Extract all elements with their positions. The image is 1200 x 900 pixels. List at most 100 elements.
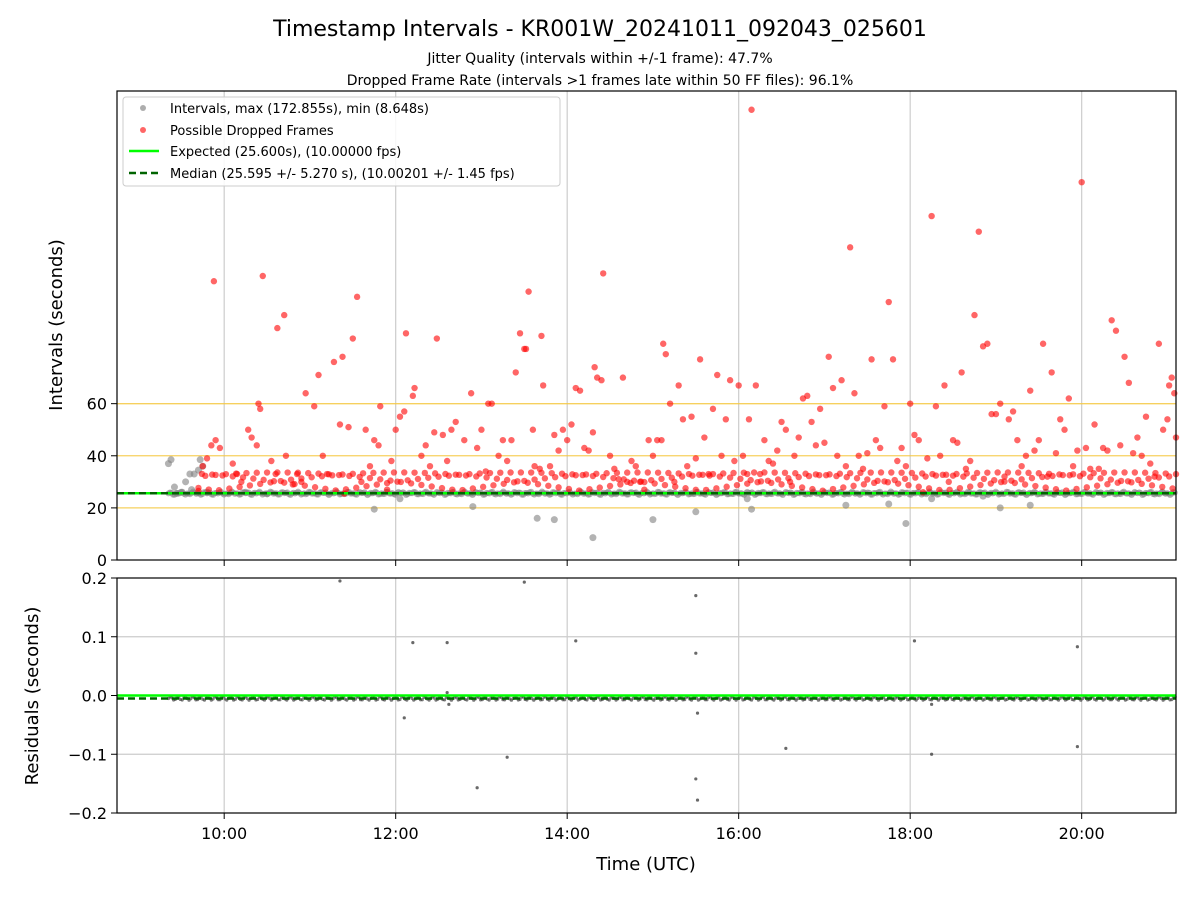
dropped-frame-point — [596, 484, 603, 491]
dropped-frame-point — [358, 478, 365, 486]
dropped-frame-point — [853, 475, 861, 482]
dropped-frame-point — [349, 470, 357, 478]
dropped-frame-point — [864, 449, 871, 457]
interval-point — [589, 534, 597, 542]
dropped-frame-point — [483, 474, 490, 481]
dropped-frame-point — [838, 377, 845, 384]
dropped-frame-point — [476, 470, 483, 477]
dropped-frame-point — [791, 452, 798, 459]
dropped-frame-point — [885, 298, 892, 306]
dropped-frame-point — [846, 244, 854, 251]
dropped-frame-point — [293, 470, 301, 478]
residual-point — [574, 639, 578, 643]
residual-point — [695, 798, 700, 802]
dropped-frame-point — [666, 400, 674, 407]
dropped-frame-point — [375, 442, 382, 449]
dropped-frame-point — [244, 426, 252, 433]
dropped-frame-point — [954, 439, 961, 446]
dropped-frame-point — [624, 469, 631, 476]
dropped-frame-point — [928, 212, 935, 220]
dropped-frame-point — [311, 403, 318, 410]
dropped-frame-point — [497, 469, 504, 476]
dropped-frame-point — [888, 469, 895, 476]
dropped-frame-point — [243, 469, 250, 477]
dropped-frame-point — [1065, 395, 1073, 402]
dropped-frame-point — [747, 476, 754, 484]
dropped-frame-point — [771, 469, 778, 476]
dropped-frame-point — [339, 471, 346, 478]
dropped-frame-point — [630, 477, 638, 484]
dropped-frame-point — [1131, 469, 1139, 476]
dropped-frame-point — [589, 429, 597, 436]
dropped-frame-point — [684, 463, 691, 470]
dropped-frame-point — [654, 469, 662, 476]
dropped-frame-point — [272, 470, 279, 478]
dropped-frame-point — [774, 447, 781, 454]
dropped-frame-point — [1145, 475, 1152, 482]
dropped-frame-point — [1032, 482, 1039, 490]
interval-point — [743, 495, 751, 503]
dropped-frame-point — [257, 405, 264, 413]
dropped-frame-point — [846, 469, 854, 477]
residual-point — [1170, 698, 1174, 702]
dropped-frame-point — [226, 485, 233, 492]
residual-point — [211, 697, 215, 701]
dropped-frame-point — [884, 479, 892, 486]
dropped-frame-point — [781, 469, 789, 477]
dropped-frame-point — [212, 471, 219, 479]
dropped-frame-point — [992, 410, 1000, 418]
dropped-frame-point — [411, 469, 418, 476]
dropped-frame-point — [632, 463, 639, 470]
dropped-frame-point — [1155, 340, 1163, 347]
interval-point — [182, 478, 190, 486]
dropped-frame-point — [1087, 465, 1094, 473]
dropped-frame-point — [628, 457, 635, 465]
dropped-frame-point — [671, 478, 678, 486]
dropped-frame-point — [524, 479, 531, 486]
dropped-frame-point — [332, 487, 339, 494]
dropped-frame-point — [1028, 474, 1036, 482]
dropped-frame-point — [826, 471, 833, 478]
dropped-frame-point — [531, 476, 538, 483]
residual-point — [694, 651, 698, 655]
residual-point — [278, 698, 282, 702]
legend-box — [122, 96, 561, 187]
dropped-frame-point — [1129, 449, 1137, 457]
dropped-frame-point — [585, 447, 592, 454]
dropped-frame-point — [538, 332, 545, 340]
dropped-frame-point — [958, 369, 965, 376]
dropped-frame-point — [1022, 452, 1030, 459]
dropped-frame-point — [726, 377, 734, 384]
dropped-frame-point — [1083, 484, 1091, 491]
chart-subtitle-dropped: Dropped Frame Rate (intervals >1 frames … — [347, 73, 854, 89]
dropped-frame-point — [634, 469, 641, 476]
dropped-frame-point — [898, 469, 905, 476]
dropped-frame-point — [699, 471, 706, 478]
dropped-frame-point — [970, 474, 977, 481]
dropped-frame-point — [541, 475, 549, 482]
dropped-frame-point — [431, 429, 438, 436]
residual-point — [411, 641, 415, 645]
dropped-frame-point — [274, 324, 281, 332]
dropped-frame-point — [795, 473, 802, 481]
dropped-frame-point — [1112, 327, 1120, 334]
dropped-frame-point — [199, 463, 206, 470]
dropped-frame-point — [397, 478, 405, 486]
dropped-frame-point — [1104, 447, 1111, 454]
dropped-frame-point — [692, 486, 700, 494]
interval-point — [370, 505, 378, 513]
dropped-frame-point — [752, 382, 760, 389]
dropped-frame-point — [449, 486, 456, 493]
dropped-frame-point — [705, 470, 712, 478]
dropped-frame-point — [915, 436, 922, 444]
dropped-frame-point — [709, 405, 717, 413]
interval-point — [170, 483, 178, 491]
dropped-frame-point — [439, 431, 447, 439]
residual-point — [912, 639, 917, 643]
dropped-frame-point — [702, 486, 710, 494]
dropped-frame-point — [1011, 479, 1018, 487]
residual-point — [445, 641, 449, 645]
interval-point — [649, 516, 657, 524]
dropped-frame-point — [850, 482, 857, 490]
dropped-frame-point — [302, 390, 309, 397]
